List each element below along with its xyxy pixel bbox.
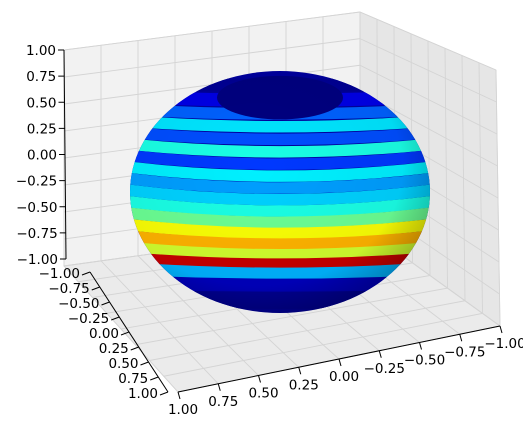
grid-line	[495, 69, 501, 327]
y-tick-label: 0.00	[89, 326, 119, 342]
y-tick-mark	[81, 271, 91, 276]
x-tick-mark	[258, 375, 261, 383]
z-tick-label: 0.25	[27, 121, 57, 137]
z-tick-label: 0.50	[26, 95, 56, 111]
y-tick-label: 1.00	[128, 386, 158, 402]
y-tick-mark	[111, 316, 120, 321]
x-tick-mark	[499, 325, 503, 334]
z-tick-label: 0.00	[27, 148, 57, 164]
grid-line	[461, 55, 466, 301]
grid-line	[444, 48, 448, 289]
x-tick-label: 0.75	[208, 394, 238, 410]
y-tick-label: −0.75	[48, 281, 89, 297]
y-tick-mark	[101, 301, 110, 306]
x-tick-mark	[378, 350, 382, 358]
z-tick-label: −0.50	[16, 200, 57, 216]
x-tick-label: −0.25	[364, 361, 405, 377]
x-tick-label: 0.50	[248, 386, 278, 402]
y-axis-ticks: −1.00−0.75−0.50−0.250.000.250.500.751.00	[39, 266, 169, 402]
y-tick-label: 0.25	[99, 341, 129, 357]
y-tick-mark	[140, 361, 149, 366]
x-tick-mark	[419, 342, 422, 350]
y-tick-mark	[159, 391, 169, 396]
x-tick-mark	[217, 383, 221, 391]
grid-line	[149, 300, 466, 361]
z-tick-label: −0.75	[16, 226, 57, 242]
y-tick-mark	[91, 286, 100, 291]
x-tick-label: −0.50	[404, 353, 445, 369]
y-tick-label: −0.25	[68, 311, 109, 327]
grid-line	[478, 62, 483, 314]
x-tick-label: 0.25	[289, 377, 319, 393]
y-tick-mark	[120, 331, 130, 336]
x-tick-label: −0.75	[444, 344, 485, 360]
y-tick-label: 0.75	[118, 371, 148, 387]
y-tick-label: 0.50	[108, 356, 138, 372]
z-axis-ticks: 1.00 0.75 0.50 0.25 0.00 −0.25 −0.50 −0.75 −1.00	[16, 43, 66, 268]
z-tick-label: 1.00	[26, 43, 56, 59]
y-tick-label: −1.00	[39, 266, 80, 282]
x-tick-label: −1.00	[484, 336, 523, 352]
y-tick-mark	[150, 376, 159, 381]
x-tick-mark	[298, 367, 302, 375]
y-tick-mark	[130, 346, 139, 351]
z-tick-label: −1.00	[17, 252, 58, 268]
x-tick-label: 0.00	[329, 369, 359, 385]
x-tick-label: 1.00	[168, 402, 198, 418]
x-axis-ticks: 1.00 0.75 0.50 0.25 0.00 −0.25−0.50−0.75−1.00	[168, 325, 523, 418]
sphere-shading	[130, 71, 430, 313]
x-tick-mark	[177, 391, 181, 400]
grid-line	[427, 40, 431, 276]
x-tick-mark	[459, 334, 463, 342]
grid-line	[163, 312, 483, 377]
z-tick-label: −0.25	[16, 174, 57, 190]
y-tick-label: −0.50	[58, 296, 99, 312]
x-tick-mark	[338, 358, 342, 367]
grid-line	[135, 287, 448, 346]
z-tick-label: 0.75	[26, 69, 56, 85]
